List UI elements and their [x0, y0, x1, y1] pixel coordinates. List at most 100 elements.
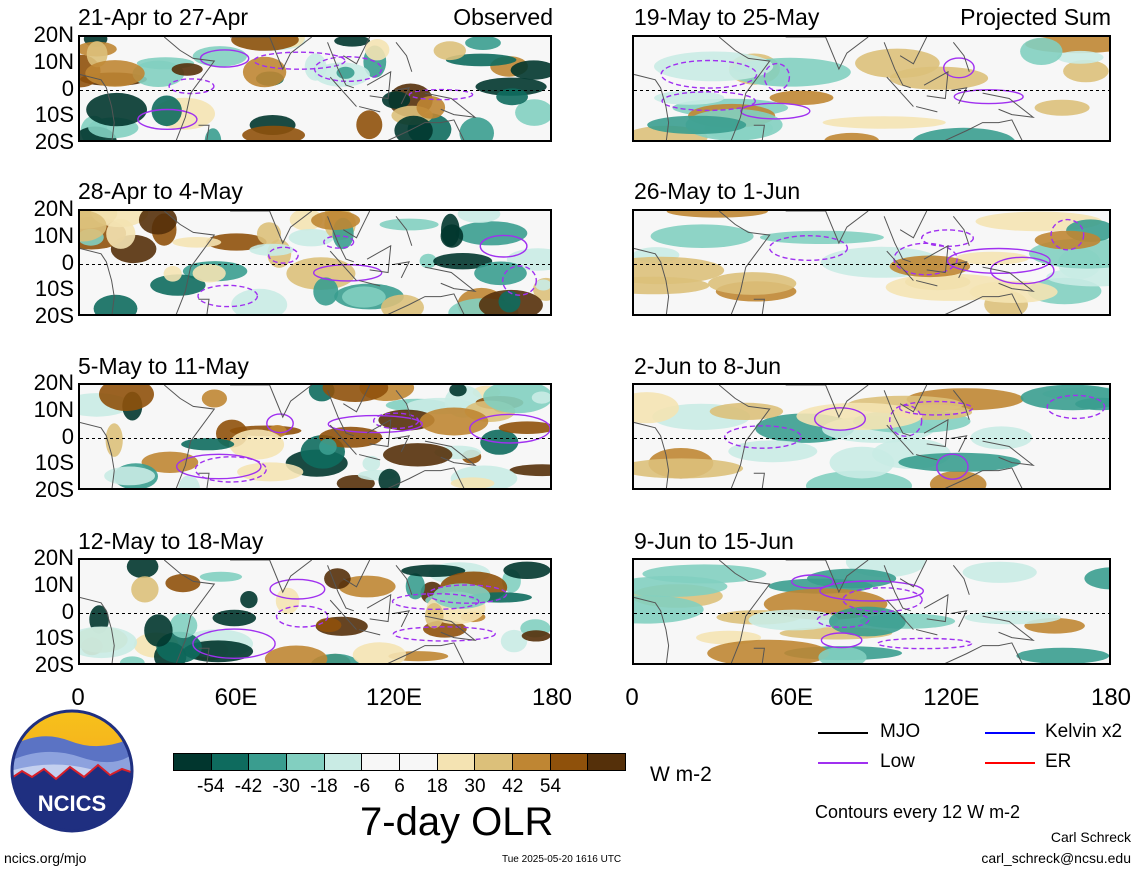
- lon-label: 180: [1090, 684, 1132, 711]
- coastline: [634, 37, 1035, 140]
- coastline: [80, 37, 477, 140]
- olr-anomaly: [99, 385, 154, 411]
- olr-anomaly: [178, 475, 200, 488]
- olr-anomaly: [104, 466, 155, 486]
- olr-anomaly: [531, 391, 550, 404]
- olr-anomaly: [1057, 50, 1104, 64]
- olr-anomaly: [885, 273, 1015, 301]
- legend-kelvin-label: Kelvin x2: [1045, 721, 1123, 742]
- olr-anomaly: [138, 211, 178, 235]
- colorbar-swatch: [362, 754, 401, 770]
- colorbar-swatch: [588, 754, 626, 770]
- olr-anomaly: [498, 421, 550, 434]
- legend-er-label: ER: [1045, 751, 1072, 772]
- olr-anomaly: [206, 233, 267, 251]
- olr-anomaly: [169, 612, 198, 639]
- coastline: [80, 560, 477, 663]
- colorbar-tick-label: -42: [234, 776, 263, 797]
- low-contour: [408, 88, 474, 101]
- panel-title: 28-Apr to 4-May: [78, 178, 243, 204]
- low-contour: [313, 56, 383, 83]
- coastline: [634, 211, 1035, 314]
- olr-anomaly: [1084, 567, 1109, 590]
- olr-anomaly: [889, 255, 971, 278]
- colorbar-tick-label: 18: [426, 776, 448, 797]
- olr-field: [634, 560, 1109, 663]
- olr-anomaly: [498, 290, 521, 313]
- olr-anomaly: [126, 560, 159, 579]
- olr-anomaly: [1020, 37, 1063, 65]
- lat-label: 20S: [34, 477, 74, 502]
- coastline: [80, 211, 477, 314]
- lon-label: 120E: [923, 684, 980, 711]
- olr-anomaly: [535, 279, 550, 291]
- colorbar-tick-label: -6: [353, 776, 371, 797]
- footer-url[interactable]: ncics.org/mjo: [4, 850, 87, 866]
- panel-tag: Observed: [453, 4, 553, 30]
- olr-anomaly: [171, 63, 203, 76]
- olr-field: [634, 385, 1109, 488]
- olr-field: [634, 211, 1109, 314]
- low-contour: [313, 263, 383, 282]
- olr-colorbar: [173, 753, 626, 771]
- olr-anomaly: [316, 618, 342, 633]
- olr-anomaly: [647, 115, 747, 135]
- low-contour: [267, 246, 299, 264]
- olr-anomaly: [86, 92, 147, 127]
- colorbar-swatch: [400, 754, 438, 770]
- olr-anomaly: [401, 564, 466, 577]
- olr-anomaly: [379, 218, 439, 231]
- lat-label: 10S: [34, 102, 74, 128]
- footer-email[interactable]: carl_schreck@ncsu.edu: [981, 850, 1131, 866]
- olr-anomaly: [324, 568, 351, 589]
- low-contour: [392, 626, 496, 642]
- olr-map: [632, 383, 1111, 490]
- olr-anomaly: [818, 646, 867, 663]
- olr-anomaly: [311, 211, 361, 230]
- olr-map: [78, 558, 552, 665]
- colorbar-tick-label: -18: [310, 776, 338, 797]
- lon-label: 0: [625, 684, 639, 711]
- olr-anomaly: [889, 66, 989, 90]
- low-contour: [427, 584, 508, 604]
- low-contour: [763, 62, 791, 92]
- olr-anomaly: [449, 385, 467, 397]
- olr-anomaly: [86, 41, 108, 68]
- olr-anomaly: [964, 610, 1061, 625]
- olr-field: [80, 560, 550, 663]
- olr-anomaly: [1063, 59, 1109, 83]
- olr-anomaly: [382, 91, 411, 109]
- colorbar-swatch: [437, 754, 476, 770]
- olr-anomaly: [85, 60, 145, 87]
- low-contour: [989, 256, 1055, 285]
- olr-anomaly: [824, 132, 879, 140]
- olr-anomaly: [457, 211, 501, 223]
- low-contour: [921, 229, 975, 248]
- low-contour: [391, 593, 480, 611]
- olr-anomaly: [929, 470, 987, 488]
- olr-anomaly: [150, 274, 206, 296]
- olr-anomaly: [970, 426, 1033, 450]
- olr-anomaly: [1020, 385, 1109, 411]
- olr-anomaly: [201, 389, 227, 408]
- footer-author: Carl Schreck: [1050, 829, 1131, 845]
- lat-label: 20N: [33, 545, 74, 570]
- low-contour: [192, 628, 276, 659]
- olr-anomaly: [483, 385, 550, 414]
- olr-anomaly: [440, 224, 464, 248]
- lat-label: 10S: [34, 450, 74, 476]
- panel-title: 5-May to 11-May: [78, 353, 249, 379]
- olr-anomaly: [80, 211, 107, 242]
- olr-anomaly: [378, 409, 435, 431]
- low-contour: [946, 247, 1051, 274]
- olr-anomaly: [807, 568, 897, 589]
- low-contour: [269, 578, 326, 600]
- olr-anomaly: [654, 91, 725, 105]
- olr-anomaly: [119, 656, 145, 663]
- olr-anomaly: [352, 642, 407, 663]
- lat-label: 20N: [33, 370, 74, 395]
- logo-text: NCICS: [38, 791, 106, 816]
- olr-anomaly: [144, 614, 173, 647]
- figure-title: 7-day OLR: [360, 800, 554, 844]
- low-contour: [253, 51, 346, 70]
